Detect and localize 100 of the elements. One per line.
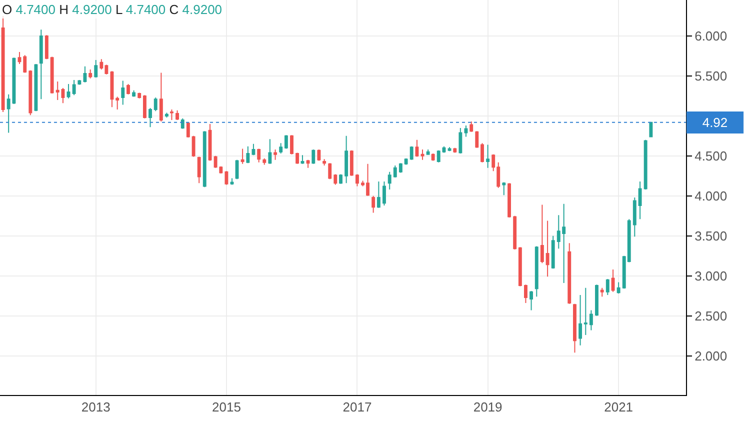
candlestick	[180, 118, 184, 130]
candlestick	[39, 29, 43, 100]
candlestick	[611, 268, 615, 292]
candlestick	[262, 158, 266, 166]
candlestick	[44, 34, 48, 60]
candlestick	[584, 287, 588, 336]
candlestick	[34, 63, 38, 112]
candlestick	[334, 174, 338, 186]
candlestick	[344, 135, 348, 184]
candlestick	[502, 182, 506, 196]
candlestick	[649, 122, 653, 138]
candlestick	[88, 69, 92, 79]
candlestick	[431, 153, 435, 162]
y-tick-label: 3.000	[694, 268, 728, 284]
x-tick-label: 2019	[473, 400, 502, 415]
candlestick	[632, 197, 636, 238]
y-tick-label: 2.000	[694, 348, 728, 364]
candlestick	[448, 146, 452, 152]
candlestick	[530, 290, 533, 311]
candlestick	[372, 195, 376, 214]
candlestick	[464, 125, 468, 138]
candlestick	[290, 134, 294, 155]
candlestick	[644, 139, 648, 190]
candlestick	[388, 171, 392, 190]
candlestick	[322, 158, 326, 166]
candlestick	[534, 246, 538, 298]
candlestick	[164, 112, 168, 118]
candlestick	[606, 278, 610, 296]
candlestick	[350, 150, 354, 176]
annotation: O 4.7400 H 4.9200 L 4.7400 C 4.9200	[2, 2, 222, 17]
y-tick-label: 5.500	[694, 68, 728, 84]
candlestick	[50, 56, 54, 94]
y-tick-label: 4.500	[694, 148, 728, 164]
candlestick	[328, 162, 332, 180]
candlestick	[426, 149, 430, 155]
candlestick	[453, 147, 457, 154]
candlestick	[176, 110, 179, 120]
candlestick	[486, 144, 490, 168]
x-tick-label: 2013	[81, 400, 110, 415]
candlestick	[513, 215, 517, 250]
candlestick	[300, 154, 304, 164]
candlestick	[126, 83, 130, 95]
candlestick	[578, 294, 582, 346]
candlestick	[18, 51, 22, 64]
candlestick	[132, 90, 136, 98]
candlestick	[23, 54, 27, 74]
y-tick-label: 6.000	[694, 28, 728, 44]
candlestick	[296, 152, 300, 164]
candlestick	[470, 121, 474, 132]
candlestick	[355, 174, 359, 187]
candlestick	[393, 165, 397, 178]
candlestick	[475, 130, 479, 148]
y-tick-label: 2.500	[694, 308, 728, 324]
candlestick	[159, 72, 163, 122]
candlestick	[192, 135, 196, 158]
candlestick	[420, 149, 424, 160]
candlestick	[317, 149, 321, 162]
x-tick-label: 2015	[212, 400, 241, 415]
candlestick	[121, 80, 125, 106]
candlestick	[94, 59, 98, 78]
candlestick	[540, 204, 544, 264]
candlestick	[480, 142, 484, 163]
candlestick	[116, 96, 120, 110]
candlestick	[78, 79, 82, 86]
candlestick	[274, 149, 278, 160]
candlestick	[616, 282, 620, 294]
candlestick	[197, 156, 201, 184]
candlestick	[458, 127, 462, 154]
candlestick	[415, 139, 419, 158]
candlestick	[72, 79, 76, 96]
candlestick	[398, 162, 402, 174]
candlestick	[638, 181, 642, 220]
candlestick	[110, 70, 114, 108]
candlestick	[230, 178, 234, 186]
candlestick	[170, 109, 174, 120]
y-tick-label: 3.500	[694, 228, 728, 244]
candlestick	[382, 181, 386, 206]
candlestick	[268, 138, 272, 164]
candlestick	[312, 149, 316, 164]
ref-line-label: 4.92	[702, 115, 728, 130]
y-tick-label: 4.000	[694, 188, 728, 204]
candlestick	[589, 310, 593, 331]
candlestick	[404, 158, 408, 166]
candlestick	[252, 143, 256, 156]
candlestick	[257, 148, 261, 163]
candlestick	[306, 159, 310, 168]
candlestick	[138, 92, 142, 99]
candlestick	[508, 182, 511, 218]
candlestick	[142, 94, 146, 119]
candlestick	[240, 148, 244, 164]
candlestick	[224, 170, 228, 186]
x-tick-label: 2021	[604, 400, 634, 415]
candlestick	[600, 287, 604, 298]
candlestick	[546, 220, 550, 278]
candlestick	[66, 83, 70, 99]
candlestick	[186, 122, 190, 138]
candlestick	[154, 97, 158, 112]
candlestick	[339, 174, 342, 184]
candlestick	[246, 146, 250, 164]
candlestick	[551, 235, 555, 270]
